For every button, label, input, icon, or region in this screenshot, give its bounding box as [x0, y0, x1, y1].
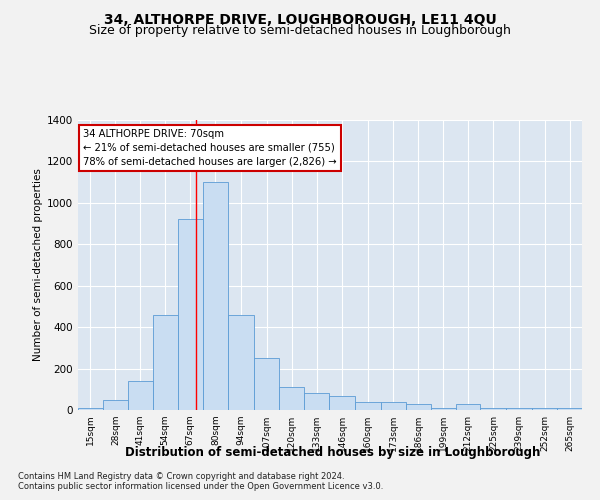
Bar — [178, 220, 203, 410]
Bar — [128, 381, 153, 410]
Bar — [203, 182, 229, 410]
Bar — [229, 314, 254, 410]
Bar — [532, 408, 557, 410]
Bar — [381, 402, 406, 410]
Bar — [254, 358, 279, 410]
Bar — [78, 408, 103, 410]
Bar — [355, 402, 381, 410]
Text: Distribution of semi-detached houses by size in Loughborough: Distribution of semi-detached houses by … — [125, 446, 541, 459]
Bar — [506, 408, 532, 410]
Bar — [153, 314, 178, 410]
Bar — [304, 394, 329, 410]
Bar — [557, 408, 582, 410]
Text: 34 ALTHORPE DRIVE: 70sqm
← 21% of semi-detached houses are smaller (755)
78% of : 34 ALTHORPE DRIVE: 70sqm ← 21% of semi-d… — [83, 128, 337, 166]
Text: Contains public sector information licensed under the Open Government Licence v3: Contains public sector information licen… — [18, 482, 383, 491]
Bar — [279, 387, 304, 410]
Bar — [481, 408, 506, 410]
Bar — [455, 404, 481, 410]
Bar — [329, 396, 355, 410]
Text: Size of property relative to semi-detached houses in Loughborough: Size of property relative to semi-detach… — [89, 24, 511, 37]
Text: 34, ALTHORPE DRIVE, LOUGHBOROUGH, LE11 4QU: 34, ALTHORPE DRIVE, LOUGHBOROUGH, LE11 4… — [104, 12, 496, 26]
Y-axis label: Number of semi-detached properties: Number of semi-detached properties — [33, 168, 43, 362]
Bar — [406, 404, 431, 410]
Bar — [103, 400, 128, 410]
Bar — [431, 408, 455, 410]
Text: Contains HM Land Registry data © Crown copyright and database right 2024.: Contains HM Land Registry data © Crown c… — [18, 472, 344, 481]
